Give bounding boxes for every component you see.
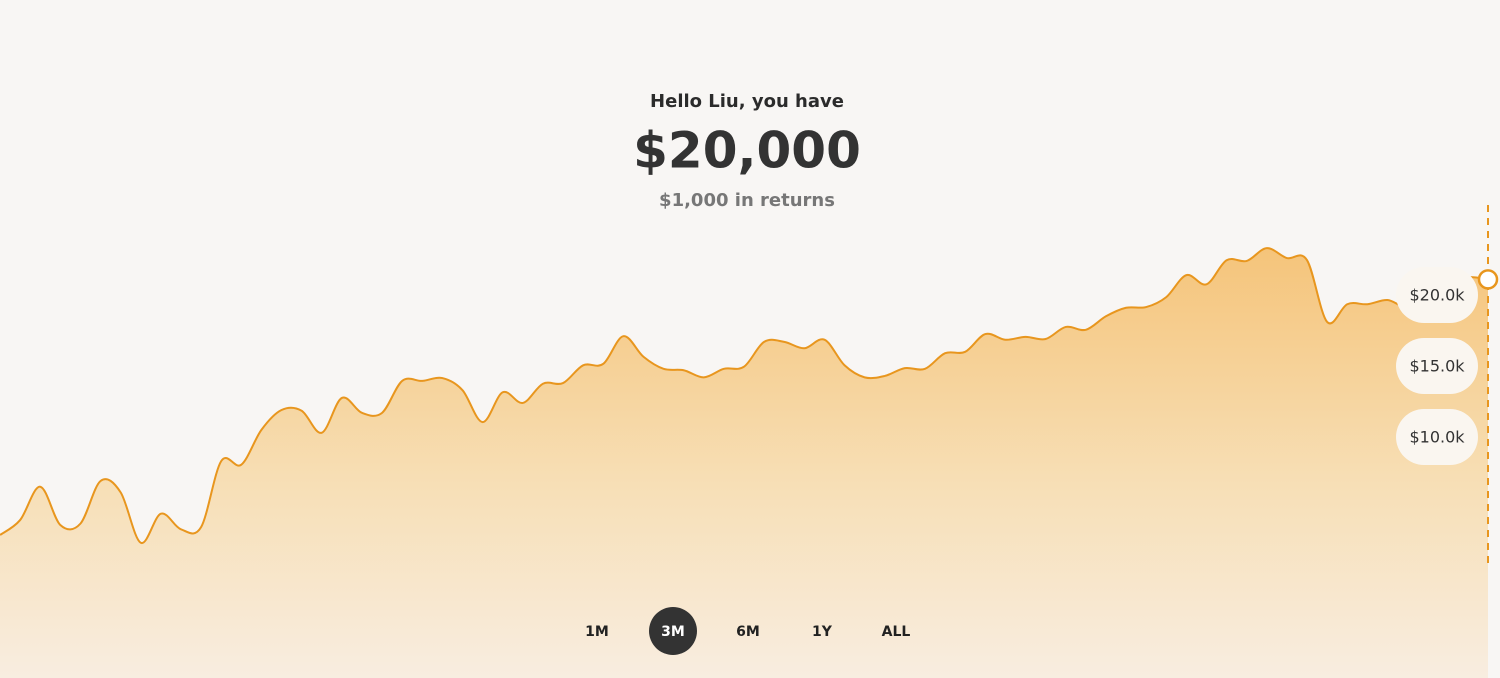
range-button[interactable]: 1Y (812, 624, 833, 640)
y-tick-pill (1396, 267, 1478, 323)
area-fill (0, 248, 1488, 678)
line (0, 247, 1489, 544)
y-tick-pill (1396, 409, 1478, 465)
chart: $20.0k $15.0k $10.0k (0, 205, 1499, 678)
range-button[interactable]: 6M (736, 624, 760, 640)
y-tick-pill (1396, 338, 1478, 394)
range-button[interactable]: 3M (661, 624, 685, 640)
balance: $20,000 (633, 122, 861, 180)
range-button[interactable]: 1M (585, 624, 609, 640)
returns: $1,000 in returns (659, 190, 835, 211)
range-button[interactable]: ALL (882, 624, 911, 640)
y-tick-label: $20.0k (1409, 286, 1465, 305)
greeting: Hello Liu, you have (650, 91, 844, 112)
y-tick-label: $10.0k (1409, 428, 1465, 447)
current-point (1477, 269, 1499, 290)
range-buttons: 1M 3M 6M 1Y ALL (585, 607, 910, 655)
y-tick-label: $15.0k (1409, 357, 1465, 376)
range-button-active[interactable] (649, 607, 697, 655)
